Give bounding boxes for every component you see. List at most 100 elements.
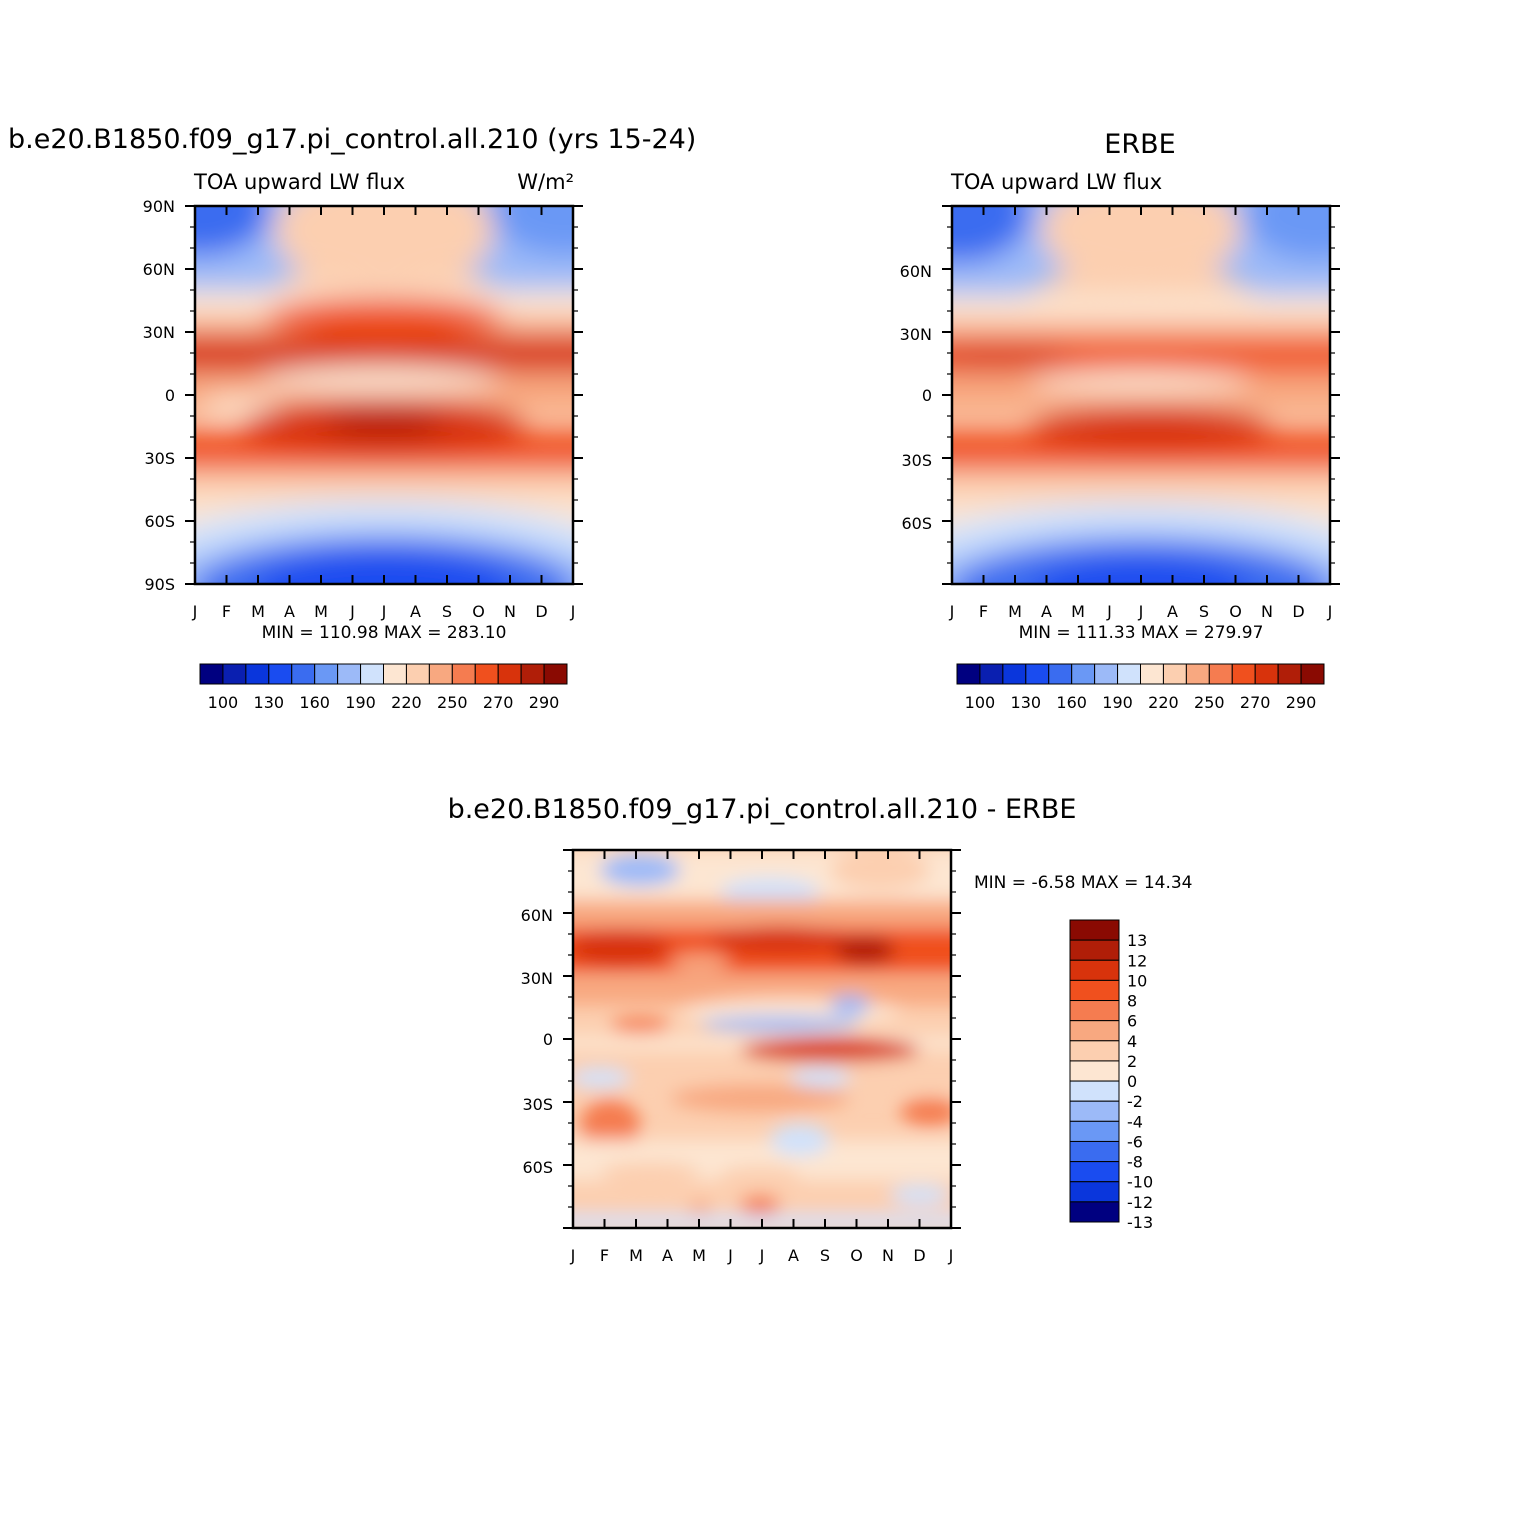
colorbar-box (1277, 663, 1302, 685)
colorbar-box (1002, 663, 1027, 685)
colorbar-box (1069, 919, 1120, 941)
colorbar-box (1185, 663, 1210, 685)
colorbar-label: 6 (1127, 1012, 1137, 1031)
colorbar-label: 160 (299, 693, 330, 712)
x-tick-label: M (692, 1246, 706, 1265)
y-tick-label: 0 (165, 386, 175, 405)
panel-model-field (195, 206, 573, 584)
x-tick-label: F (600, 1246, 609, 1265)
colorbar-box (1069, 1201, 1120, 1223)
colorbar-box (1117, 663, 1141, 685)
colorbar-label: 270 (483, 693, 514, 712)
panel-erbe-title: ERBE (1104, 129, 1175, 160)
colorbar-box (1162, 663, 1187, 685)
colorbar-box (428, 663, 453, 685)
colorbar-label: -8 (1127, 1153, 1143, 1172)
x-tick-label: O (1229, 602, 1242, 621)
colorbar-box (291, 663, 316, 685)
colorbar-box (1071, 663, 1096, 685)
y-tick-label: 60S (522, 1158, 553, 1177)
y-tick-label: 30S (144, 449, 175, 468)
colorbar-box (1025, 663, 1050, 685)
colorbar-box (1069, 959, 1120, 981)
panel-difference: b.e20.B1850.f09_g17.pi_control.all.210 -… (448, 794, 1193, 1265)
y-tick-label: 90S (144, 575, 175, 594)
colorbar-box (1069, 1060, 1120, 1082)
x-tick-label: J (381, 602, 387, 621)
x-tick-label: J (1138, 602, 1144, 621)
colorbar-box (1069, 939, 1120, 961)
colorbar-box (1069, 1161, 1120, 1183)
colorbar-box (268, 663, 293, 685)
panel-model-subtitle: TOA upward LW flux (193, 170, 405, 194)
colorbar-label: 130 (1011, 693, 1042, 712)
y-tick-label: 30N (900, 325, 932, 344)
x-tick-label: S (1199, 602, 1209, 621)
y-tick-label: 60N (900, 262, 932, 281)
colorbar-box (979, 663, 1004, 685)
x-tick-label: J (1106, 602, 1112, 621)
x-tick-label: J (1327, 602, 1333, 621)
colorbar-box (1048, 663, 1073, 685)
colorbar-box (1069, 1020, 1120, 1042)
colorbar-box (199, 663, 224, 685)
colorbar-label: -13 (1127, 1213, 1153, 1232)
panel-model-y-axis: 90N 60N 30N 0 30S 60S 90S (143, 197, 583, 594)
y-tick-label: 30S (901, 451, 932, 470)
colorbar-box (1069, 1040, 1120, 1062)
x-tick-label: J (192, 602, 198, 621)
colorbar-label: -10 (1127, 1173, 1153, 1192)
x-tick-label: N (1261, 602, 1273, 621)
x-tick-label: D (1292, 602, 1304, 621)
x-tick-label: M (1008, 602, 1022, 621)
colorbar-label: 10 (1127, 971, 1147, 990)
x-tick-label: J (349, 602, 355, 621)
x-tick-label: A (662, 1246, 673, 1265)
colorbar-box (1069, 1120, 1120, 1142)
panel-difference-field (573, 850, 951, 1228)
colorbar-box (1069, 1100, 1120, 1122)
panel-model-units: W/m² (517, 170, 574, 194)
colorbar-label: 250 (437, 693, 468, 712)
colorbar-label: -6 (1127, 1132, 1143, 1151)
y-tick-label: 60N (521, 906, 553, 925)
colorbar-box (543, 663, 568, 685)
x-tick-label: S (442, 602, 452, 621)
x-tick-label: M (629, 1246, 643, 1265)
colorbar-label: 160 (1056, 693, 1087, 712)
colorbar-label: 220 (1148, 693, 1179, 712)
colorbar-box (956, 663, 981, 685)
colorbar-box (497, 663, 522, 685)
x-tick-label: F (979, 602, 988, 621)
x-tick-label: A (284, 602, 295, 621)
x-tick-label: M (1071, 602, 1085, 621)
x-tick-label: O (472, 602, 485, 621)
y-tick-label: 30N (143, 323, 175, 342)
colorbar-label: 100 (208, 693, 239, 712)
y-tick-label: 30N (521, 969, 553, 988)
colorbar-label: 13 (1127, 931, 1147, 950)
panel-erbe: ERBE TOA upward LW flux (900, 129, 1340, 712)
panel-model: b.e20.B1850.f09_g17.pi_control.all.210 (… (8, 124, 696, 712)
colorbar-box (1069, 1000, 1120, 1022)
colorbar-box (1140, 663, 1164, 685)
colorbar-box (383, 663, 407, 685)
panel-difference-y-axis: 60N 30N 0 30S 60S (521, 849, 961, 1229)
colorbar-box (1231, 663, 1256, 685)
colorbar-label: 290 (529, 693, 560, 712)
colorbar-box (314, 663, 339, 685)
x-tick-label: D (913, 1246, 925, 1265)
colorbar-box (245, 663, 270, 685)
colorbar-box (1254, 663, 1279, 685)
panel-model-colorbar: 100 130 160 190 220 250 270 290 (199, 663, 568, 712)
colorbar-label: 8 (1127, 992, 1137, 1011)
colorbar-box (520, 663, 545, 685)
x-tick-label: J (759, 1246, 765, 1265)
colorbar-label: 130 (254, 693, 285, 712)
colorbar-label: -4 (1127, 1112, 1143, 1131)
colorbar-label: 250 (1194, 693, 1225, 712)
colorbar-box (1069, 1140, 1120, 1163)
